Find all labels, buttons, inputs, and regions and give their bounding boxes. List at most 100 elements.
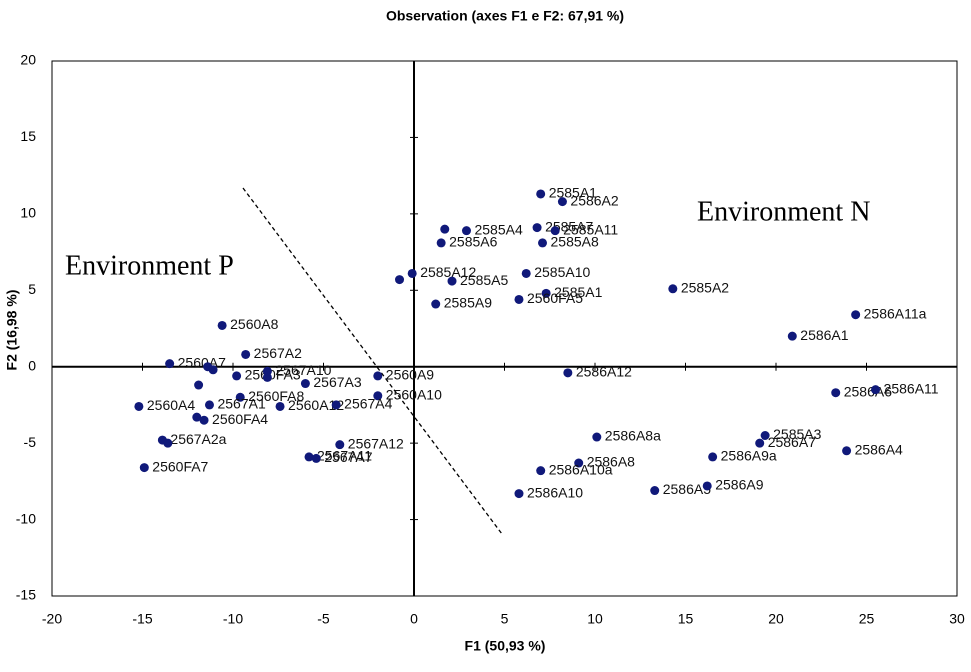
point (192, 412, 202, 422)
point (650, 486, 660, 496)
x-tick-label: 25 (859, 611, 875, 627)
point (521, 268, 531, 278)
x-tick-label: 20 (768, 611, 784, 627)
point-label: 2560A8 (230, 316, 278, 332)
point-label: 2585A1 (549, 185, 597, 201)
point-label: 2585A2 (681, 279, 729, 295)
y-axis-title: F2 (16,98 %) (4, 290, 20, 371)
point (304, 452, 314, 462)
point-label: 2560FA4 (212, 411, 268, 427)
x-tick-label: -20 (42, 611, 62, 627)
point (461, 226, 471, 236)
point (163, 438, 173, 448)
point (395, 275, 405, 285)
point (204, 400, 214, 410)
y-tick-label: -10 (16, 510, 36, 526)
y-tick-label: 20 (20, 52, 36, 68)
point-label: 2586A10a (549, 461, 613, 477)
y-tick-label: 0 (28, 357, 36, 373)
point-label: 2586A1 (800, 327, 848, 343)
point (373, 371, 383, 381)
point-label: 2560A12 (288, 397, 344, 413)
point-label: 2567A2a (170, 431, 226, 447)
point-label: 2585A12 (420, 264, 476, 280)
point (514, 489, 524, 499)
point (275, 401, 285, 411)
point-label: 2585A9 (444, 295, 492, 311)
point (851, 310, 861, 320)
point (194, 380, 204, 390)
point (831, 388, 841, 398)
point-label: 2560A10 (386, 386, 442, 402)
point-label: 2560FA3 (245, 367, 301, 383)
point-label: 2585A5 (460, 272, 508, 288)
point (668, 284, 678, 294)
point (217, 320, 227, 330)
x-tick-label: -15 (132, 611, 152, 627)
point (550, 226, 560, 236)
point-label: 2560FA8 (248, 388, 304, 404)
point (532, 223, 542, 233)
point-label: 2586A11a (864, 305, 927, 321)
point (208, 365, 218, 375)
point-label: 2586A8a (605, 428, 661, 444)
x-tick-label: 5 (501, 611, 509, 627)
point (165, 359, 175, 369)
point-label: 2567A11 (317, 448, 372, 464)
x-tick-label: 15 (678, 611, 694, 627)
point (431, 299, 441, 309)
point-label: 2585A10 (534, 264, 590, 280)
point-label: 2567A7 (324, 449, 372, 465)
y-tick-label: -15 (16, 587, 36, 603)
point-label: 2586A2 (570, 192, 618, 208)
plot-frame (51, 60, 958, 597)
point-label: 2585A4 (474, 221, 522, 237)
x-tick-label: 30 (949, 611, 965, 627)
point (139, 463, 149, 473)
point (335, 440, 345, 450)
point (300, 379, 310, 389)
chart-title: Observation (axes F1 e F2: 67,91 %) (386, 8, 624, 24)
point-label: 2560A4 (147, 397, 195, 413)
point (235, 392, 245, 402)
point (755, 438, 765, 448)
x-tick-label: 0 (410, 611, 418, 627)
point (536, 189, 546, 199)
point (407, 268, 417, 278)
point (436, 238, 446, 248)
point (447, 276, 457, 286)
point (842, 446, 852, 456)
point (871, 385, 881, 395)
annotation: Environment P (65, 250, 234, 281)
point-label: 2586A5 (663, 481, 711, 497)
point-label: 2585A11 (563, 221, 618, 237)
point (514, 294, 524, 304)
point (592, 432, 602, 442)
separator-line (242, 187, 503, 535)
point-label: 2567A10 (275, 362, 331, 378)
point-label: 2586A12 (576, 364, 632, 380)
point (563, 368, 573, 378)
point (440, 224, 450, 234)
point (331, 400, 341, 410)
point (702, 481, 712, 491)
point (557, 197, 567, 207)
point (134, 401, 144, 411)
point (787, 331, 797, 341)
point-label: 2567A4 (344, 396, 392, 412)
point (199, 415, 209, 425)
point-label: 2585A8 (551, 234, 599, 250)
point-label: 2586A7 (768, 434, 816, 450)
point-label: 2585A3 (773, 426, 821, 442)
point (541, 288, 551, 298)
point (538, 238, 548, 248)
point (373, 391, 383, 401)
annotation: Environment N (697, 196, 870, 227)
point-label: 2586A6 (844, 383, 892, 399)
point (311, 453, 321, 463)
y-tick-label: 10 (20, 205, 36, 221)
point (232, 371, 242, 381)
y-tick-label: -5 (24, 434, 37, 450)
